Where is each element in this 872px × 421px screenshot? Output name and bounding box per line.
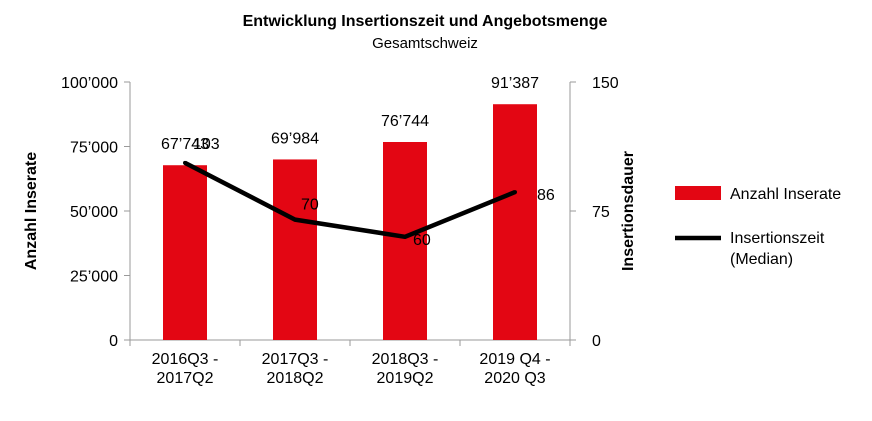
line-point xyxy=(513,190,517,195)
line-point xyxy=(293,217,297,222)
bar xyxy=(383,142,427,340)
y-tick-label: 100’000 xyxy=(61,75,118,92)
bar-data-label: 91’387 xyxy=(491,75,539,92)
line-data-label: 70 xyxy=(301,197,319,214)
x-tick-label: 2018Q3 -2019Q2 xyxy=(372,351,439,387)
legend-swatch-bar xyxy=(675,186,721,200)
chart-title: Entwicklung Insertionszeit und Angebotsm… xyxy=(243,13,608,30)
line-data-label: 86 xyxy=(537,187,555,204)
y-tick-label: 50’000 xyxy=(70,204,118,221)
y-axis-title: Anzahl Inserate xyxy=(23,152,40,270)
x-tick-label: 2019 Q4 -2020 Q3 xyxy=(479,351,550,387)
x-tick-label: 2017Q3 -2018Q2 xyxy=(262,351,329,387)
legend: Anzahl Inserate Insertionszeit (Median) xyxy=(675,186,841,268)
bar-series xyxy=(163,104,537,340)
y2-tick-label: 75 xyxy=(592,204,610,221)
legend-label-bar: Anzahl Inserate xyxy=(730,186,841,203)
x-tick-label: 2016Q3 -2017Q2 xyxy=(152,351,219,387)
bar xyxy=(273,159,317,340)
y-tick-label: 0 xyxy=(109,333,118,350)
bar xyxy=(493,104,537,340)
bar-data-label: 76’744 xyxy=(381,113,429,130)
y2-axis-title: Insertionsdauer xyxy=(620,151,637,271)
data-labels: 67’743 69’984 76’744 91’387 103 70 60 86 xyxy=(161,75,555,249)
axes: 0 25’000 50’000 75’000 100’000 0 75 150 2016Q3 -… xyxy=(23,75,637,387)
y2-tick-label: 150 xyxy=(592,75,619,92)
line-data-label: 103 xyxy=(193,136,220,153)
line-point xyxy=(183,160,187,165)
line-point xyxy=(403,234,407,239)
bar xyxy=(163,165,207,340)
line-series xyxy=(183,160,517,240)
y2-tick-label: 0 xyxy=(592,333,601,350)
series-line xyxy=(183,160,516,240)
line-data-label: 60 xyxy=(413,232,431,249)
chart-subtitle: Gesamtschweiz xyxy=(372,35,478,52)
y-tick-label: 25’000 xyxy=(70,269,118,286)
bar-data-label: 67’743 xyxy=(161,136,209,153)
legend-label-line: Insertionszeit (Median) xyxy=(730,230,825,268)
bar-data-label: 69’984 xyxy=(271,130,319,147)
y-tick-label: 75’000 xyxy=(70,140,118,157)
